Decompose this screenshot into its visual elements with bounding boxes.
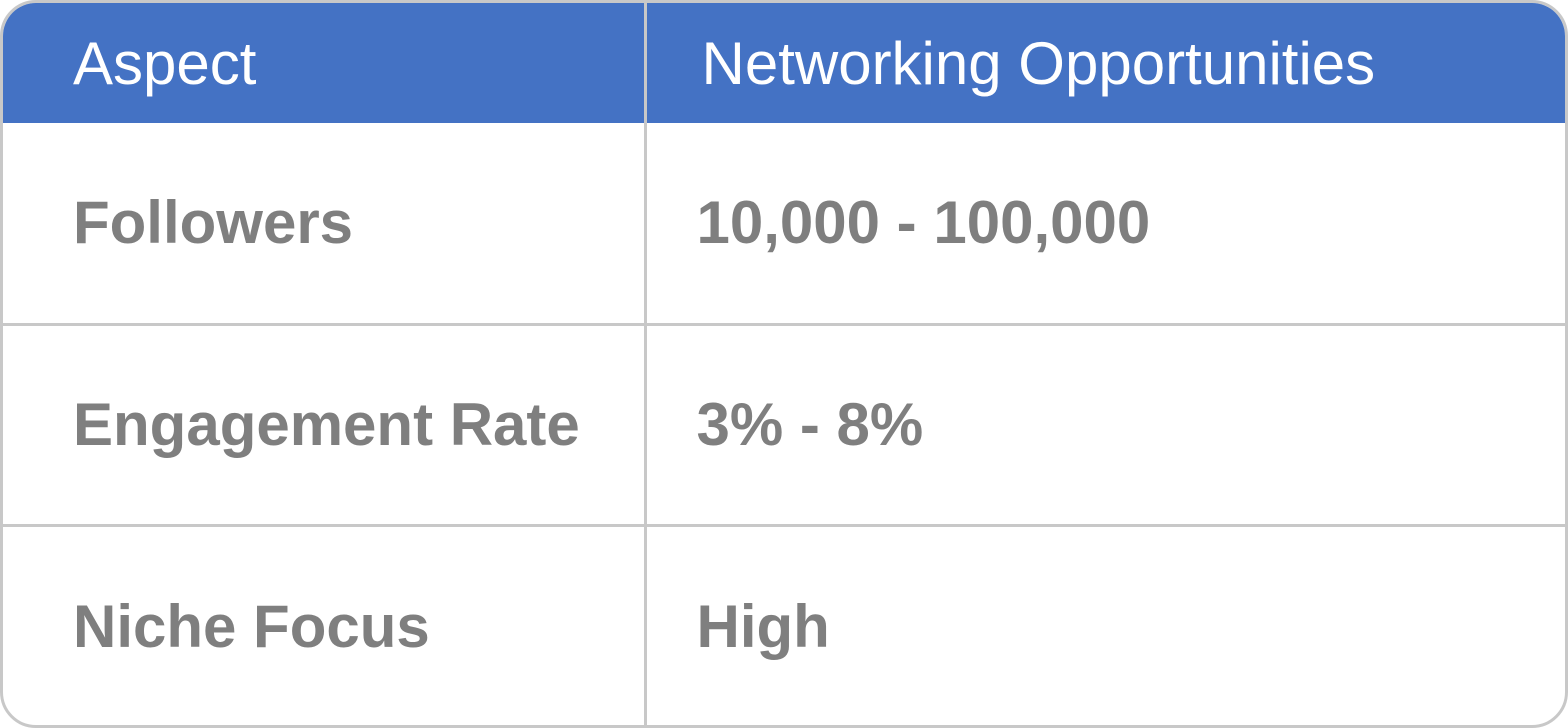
row-label-cell: Niche Focus	[3, 523, 647, 725]
table-row: Niche Focus High	[3, 523, 1565, 725]
row-label-cell: Engagement Rate	[3, 322, 647, 525]
table-row: Engagement Rate 3% - 8%	[3, 322, 1565, 525]
row-value-cell: 10,000 - 100,000	[696, 189, 1151, 257]
row-label-cell: Followers	[3, 123, 647, 324]
table-row: Followers 10,000 - 100,000	[3, 123, 1565, 324]
comparison-table: Aspect Networking Opportunities Follower…	[3, 3, 1565, 725]
column-header-aspect: Aspect	[3, 3, 647, 123]
column-header-networking-opportunities: Networking Opportunities	[645, 3, 1565, 123]
table-header-row: Aspect Networking Opportunities	[3, 3, 1565, 123]
row-value-cell: 3% - 8%	[645, 322, 1565, 525]
row-value-cell: High	[645, 523, 1565, 725]
